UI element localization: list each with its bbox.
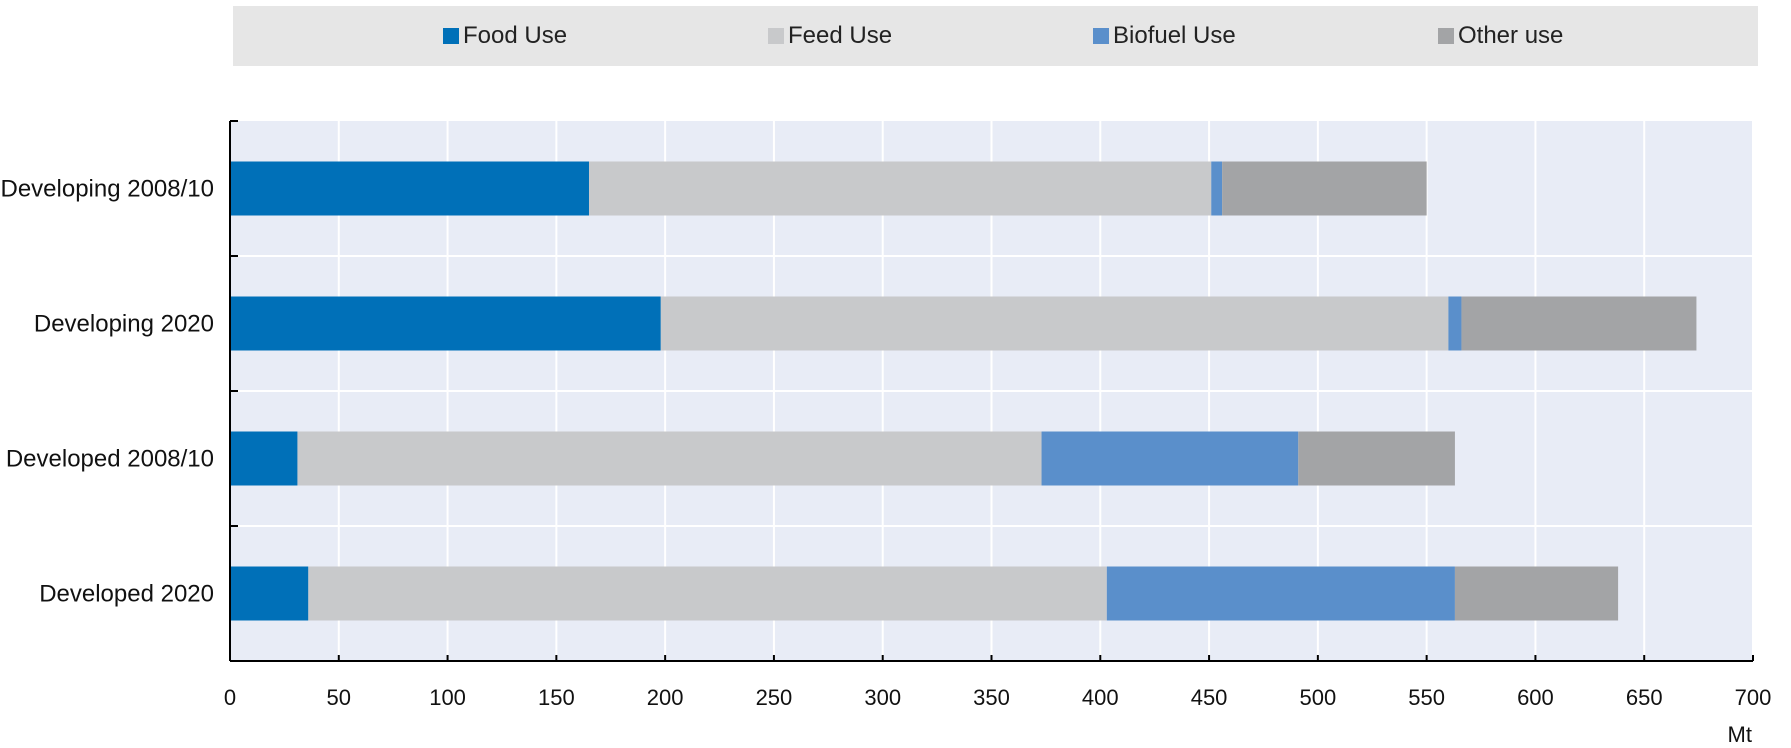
x-tick-label-350: 350 [973,685,1010,710]
category-label-4: Developed 2020 [39,581,214,608]
legend-swatch-food-use [443,28,459,44]
bar-food-use-4 [230,566,309,621]
x-tick-label-500: 500 [1299,685,1336,710]
x-tick-label-0: 0 [224,685,236,710]
legend-item-feed-use: Feed Use [768,6,892,66]
bar-other-use-1 [1222,161,1427,216]
x-axis-unit: Mt [1728,722,1752,747]
bar-feed-use-4 [308,566,1107,621]
legend: Food Use Feed Use Biofuel Use Other use [233,6,1758,66]
bar-biofuel-use-3 [1041,431,1299,486]
legend-item-biofuel-use: Biofuel Use [1093,6,1236,66]
x-tick-label-100: 100 [429,685,466,710]
category-labels: Developing 2008/10 Developing 2020 Develop… [0,176,214,608]
x-tick-label-200: 200 [647,685,684,710]
category-label-1: Developing 2008/10 [0,176,214,203]
legend-label-food-use: Food Use [463,22,568,49]
x-tick-label-700: 700 [1735,685,1772,710]
x-tick-label-250: 250 [756,685,793,710]
legend-swatch-other-use [1438,28,1454,44]
bar-feed-use-1 [588,161,1212,216]
bar-food-use-1 [230,161,589,216]
legend-item-other-use: Other use [1438,6,1563,66]
legend-swatch-biofuel-use [1093,28,1109,44]
bar-feed-use-2 [660,296,1449,351]
legend-label-biofuel-use: Biofuel Use [1113,22,1236,49]
x-tick-label-400: 400 [1082,685,1119,710]
x-tick-label-450: 450 [1191,685,1228,710]
axes [229,120,1754,662]
bars [230,161,1697,621]
legend-label-feed-use: Feed Use [788,22,893,49]
bar-biofuel-use-1 [1211,161,1223,216]
bar-biofuel-use-2 [1448,296,1462,351]
bar-food-use-3 [230,431,298,486]
x-tick-labels: 0 50 100 150 200 250 300 350 400 450 500 550 600 650 7… [224,685,1771,710]
bar-other-use-3 [1298,431,1455,486]
x-tick-label-650: 650 [1626,685,1663,710]
bar-other-use-2 [1461,296,1697,351]
bar-feed-use-3 [297,431,1042,486]
x-tick-label-150: 150 [538,685,575,710]
x-tick-label-300: 300 [864,685,901,710]
bar-biofuel-use-4 [1106,566,1455,621]
x-tick-label-550: 550 [1408,685,1445,710]
legend-label-other-use: Other use [1458,22,1564,49]
category-label-2: Developing 2020 [34,311,214,338]
legend-swatch-feed-use [768,28,784,44]
bar-food-use-2 [230,296,661,351]
category-label-3: Developed 2008/10 [6,446,214,473]
x-tick-label-50: 50 [327,685,351,710]
legend-item-food-use: Food Use [443,6,567,66]
x-tick-label-600: 600 [1517,685,1554,710]
bar-other-use-4 [1454,566,1619,621]
